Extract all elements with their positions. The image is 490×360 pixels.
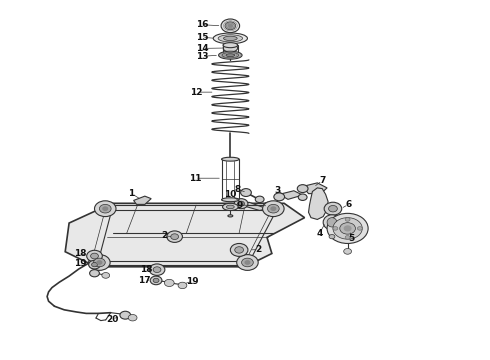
Ellipse shape — [218, 35, 243, 42]
Circle shape — [149, 264, 165, 275]
Circle shape — [333, 226, 338, 230]
Circle shape — [343, 248, 351, 254]
Text: 10: 10 — [224, 190, 237, 199]
Circle shape — [297, 185, 308, 193]
Ellipse shape — [223, 44, 238, 52]
Circle shape — [230, 243, 248, 256]
Text: 3: 3 — [274, 185, 281, 194]
Ellipse shape — [219, 51, 242, 59]
Circle shape — [90, 270, 99, 277]
Text: 11: 11 — [189, 174, 201, 183]
Circle shape — [153, 278, 159, 283]
Circle shape — [89, 255, 110, 270]
Ellipse shape — [223, 36, 237, 41]
Circle shape — [245, 261, 250, 264]
Circle shape — [345, 235, 350, 239]
Text: 19: 19 — [74, 259, 86, 268]
Circle shape — [164, 279, 174, 287]
Circle shape — [102, 273, 110, 278]
Circle shape — [345, 218, 350, 221]
Circle shape — [171, 234, 178, 239]
Circle shape — [103, 207, 108, 211]
Circle shape — [268, 204, 279, 213]
Circle shape — [95, 201, 116, 217]
Text: 18: 18 — [140, 265, 152, 274]
Text: 7: 7 — [319, 176, 325, 185]
Circle shape — [324, 202, 342, 215]
Circle shape — [234, 199, 248, 209]
Text: 17: 17 — [139, 276, 151, 285]
Circle shape — [120, 311, 131, 319]
Text: 5: 5 — [348, 234, 355, 243]
Text: 13: 13 — [196, 52, 208, 61]
Text: 1: 1 — [128, 189, 135, 198]
Circle shape — [255, 196, 264, 203]
Circle shape — [178, 282, 187, 289]
Circle shape — [333, 218, 362, 239]
Circle shape — [238, 201, 245, 206]
Circle shape — [153, 267, 161, 273]
Ellipse shape — [323, 215, 341, 230]
Circle shape — [221, 19, 240, 33]
Ellipse shape — [228, 215, 233, 217]
Ellipse shape — [221, 198, 239, 202]
Text: 9: 9 — [237, 201, 244, 210]
Text: 18: 18 — [74, 249, 86, 258]
Ellipse shape — [222, 53, 239, 58]
Circle shape — [241, 189, 251, 197]
Circle shape — [357, 226, 362, 230]
Circle shape — [97, 261, 102, 264]
Polygon shape — [241, 202, 267, 211]
Circle shape — [235, 247, 244, 253]
Text: 15: 15 — [196, 33, 208, 42]
Circle shape — [264, 202, 273, 210]
Circle shape — [91, 253, 98, 259]
Circle shape — [344, 226, 351, 231]
Circle shape — [94, 258, 105, 267]
Circle shape — [150, 276, 162, 285]
Polygon shape — [279, 191, 303, 199]
Text: 20: 20 — [106, 315, 118, 324]
Text: 4: 4 — [316, 229, 322, 238]
Ellipse shape — [221, 157, 239, 161]
Polygon shape — [309, 188, 328, 220]
Circle shape — [128, 315, 137, 321]
Polygon shape — [134, 196, 151, 204]
Ellipse shape — [213, 33, 247, 44]
Circle shape — [327, 213, 368, 243]
Circle shape — [99, 204, 111, 213]
Circle shape — [263, 201, 284, 217]
Text: 8: 8 — [235, 185, 241, 194]
Ellipse shape — [226, 54, 235, 57]
Circle shape — [237, 255, 258, 270]
Polygon shape — [303, 183, 327, 194]
Circle shape — [87, 250, 102, 262]
Text: 2: 2 — [161, 231, 168, 240]
Ellipse shape — [223, 42, 238, 48]
Circle shape — [225, 22, 236, 30]
Polygon shape — [65, 203, 305, 267]
Text: 2: 2 — [256, 245, 262, 254]
Ellipse shape — [327, 218, 337, 227]
Circle shape — [242, 258, 253, 267]
Circle shape — [167, 231, 182, 242]
Text: 16: 16 — [196, 20, 208, 29]
Ellipse shape — [222, 203, 238, 211]
Text: 12: 12 — [190, 87, 202, 96]
Text: 6: 6 — [345, 200, 352, 209]
Circle shape — [274, 193, 285, 201]
Circle shape — [89, 260, 100, 269]
Circle shape — [340, 223, 355, 234]
Circle shape — [92, 262, 98, 267]
Circle shape — [329, 234, 335, 239]
Circle shape — [228, 24, 233, 28]
Circle shape — [329, 206, 337, 212]
Ellipse shape — [226, 205, 234, 209]
Text: 19: 19 — [186, 276, 199, 285]
Text: 14: 14 — [196, 44, 208, 53]
Circle shape — [271, 207, 276, 211]
Circle shape — [298, 194, 307, 201]
